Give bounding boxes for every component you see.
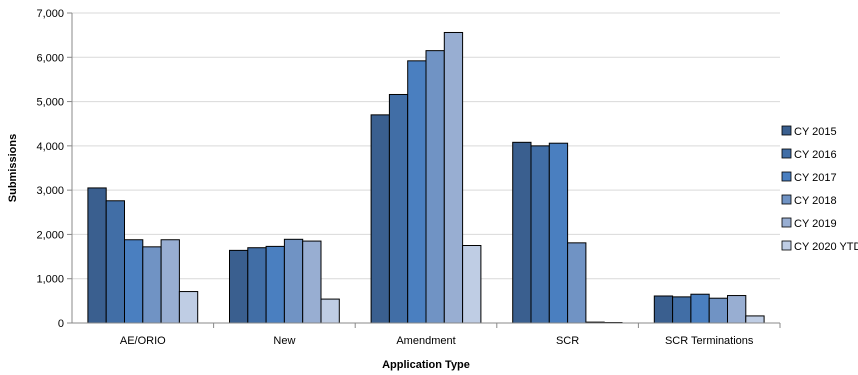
legend-label: CY 2019	[794, 218, 837, 230]
bar	[690, 293, 710, 324]
bar	[708, 297, 729, 324]
legend-label: CY 2020 YTD	[794, 241, 858, 253]
bar	[178, 291, 199, 324]
legend-swatch	[781, 148, 792, 159]
bar	[462, 245, 482, 324]
bar	[320, 298, 340, 324]
x-axis-ticks: AE/ORIO New Amendment SCR SCR Terminations	[120, 323, 781, 347]
bar	[283, 238, 304, 324]
bar	[302, 240, 322, 324]
legend-swatch	[781, 194, 792, 205]
bar	[142, 246, 162, 324]
bar	[443, 31, 464, 324]
y-tick-label: 5,000	[36, 97, 64, 109]
bar	[370, 114, 390, 324]
y-tick-label: 0	[58, 318, 64, 330]
legend-swatch	[781, 217, 792, 228]
bar	[229, 249, 249, 324]
y-tick-label: 7,000	[36, 8, 64, 20]
bar	[653, 295, 674, 324]
legend-label: CY 2017	[794, 172, 837, 184]
legend-label: CY 2016	[794, 149, 837, 161]
bar	[124, 239, 144, 324]
x-tick-label: Amendment	[396, 335, 455, 347]
y-tick-label: 4,000	[36, 141, 64, 153]
legend-swatch	[781, 171, 792, 182]
bar	[87, 187, 107, 324]
bar	[247, 247, 267, 324]
bar-series	[87, 31, 765, 324]
bar	[265, 245, 285, 324]
y-axis-title: Submissions	[7, 134, 19, 202]
bar	[160, 239, 180, 324]
y-tick-label: 3,000	[36, 185, 64, 197]
y-axis-ticks: 0 1,000 2,000 3,000 4,000 5,000 6,000 7,000	[36, 8, 72, 330]
x-tick-label: New	[273, 335, 295, 347]
legend-label: CY 2018	[794, 195, 837, 207]
bar	[727, 295, 747, 324]
bar	[512, 141, 532, 324]
bar	[105, 200, 125, 324]
bar	[567, 242, 587, 324]
legend-swatch	[781, 240, 792, 251]
legend-swatch	[781, 125, 792, 136]
x-tick-label: AE/ORIO	[120, 335, 166, 347]
bar	[548, 142, 569, 324]
bar	[425, 50, 445, 324]
axes	[71, 13, 780, 324]
legend: CY 2015 CY 2016 CY 2017 CY 2018 CY 2019 CY 20…	[781, 125, 858, 253]
legend-label: CY 2015	[794, 126, 837, 138]
y-tick-label: 6,000	[36, 52, 64, 64]
bar	[388, 93, 409, 324]
bar	[745, 315, 765, 324]
bar	[672, 296, 692, 324]
x-tick-label: SCR Terminations	[665, 335, 754, 347]
bar	[530, 145, 550, 324]
bar	[407, 60, 427, 324]
x-tick-label: SCR	[556, 335, 579, 347]
y-tick-label: 1,000	[36, 274, 64, 286]
x-axis-title: Application Type	[382, 359, 470, 371]
y-tick-label: 2,000	[36, 229, 64, 241]
